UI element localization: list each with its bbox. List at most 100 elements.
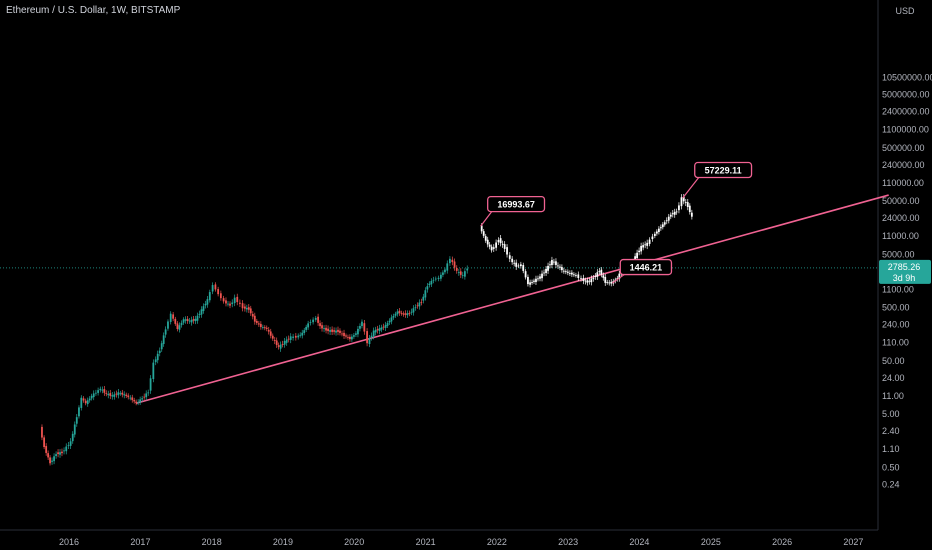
projection-candle	[511, 258, 514, 263]
projection-candle	[501, 243, 504, 245]
projection-candle	[506, 247, 508, 255]
historical-candle	[97, 390, 100, 393]
historical-candle	[410, 311, 413, 313]
historical-candle	[105, 393, 108, 395]
y-tick-label: 10500000.00	[882, 73, 932, 83]
projection-candle	[497, 239, 500, 243]
projection-candle	[590, 278, 593, 283]
historical-candle	[47, 453, 50, 458]
historical-candle	[41, 426, 43, 438]
projection-candle	[657, 228, 660, 233]
projection-candle	[616, 278, 619, 280]
historical-candle	[355, 333, 357, 335]
historical-candle	[147, 392, 150, 394]
historical-candle	[63, 450, 65, 452]
projection-candle	[582, 277, 585, 281]
projection-candle	[680, 197, 683, 207]
historical-candle	[236, 296, 239, 303]
y-tick-label: 24000.00	[882, 213, 920, 223]
historical-candle	[307, 323, 310, 328]
historical-candle	[239, 302, 241, 304]
historical-candle	[257, 323, 260, 325]
historical-candle	[194, 318, 197, 322]
historical-candle	[154, 359, 157, 363]
historical-candle	[345, 335, 347, 337]
historical-candle	[160, 343, 163, 350]
y-tick-label: 1.10	[882, 444, 900, 454]
historical-candle	[281, 344, 284, 345]
projection-candle	[522, 265, 525, 271]
y-tick-label: 11.00	[882, 391, 904, 401]
historical-candle	[289, 336, 292, 340]
projection-candle	[648, 239, 651, 244]
x-tick-label: 2016	[59, 537, 79, 547]
projection-candle	[600, 269, 603, 275]
y-tick-label: 110.00	[882, 338, 909, 348]
historical-candle	[418, 302, 421, 307]
historical-candle	[312, 319, 315, 323]
price-tag-value: 2785.26	[888, 262, 921, 272]
projection-candle	[545, 268, 547, 274]
y-tick-label: 5.00	[882, 409, 900, 419]
historical-candle	[61, 451, 63, 454]
x-tick-label: 2017	[130, 537, 150, 547]
historical-candle	[366, 331, 368, 344]
projection-candle	[684, 202, 687, 203]
trendline	[135, 194, 889, 404]
historical-candle	[57, 452, 59, 455]
historical-candle	[275, 340, 278, 345]
historical-candle	[426, 286, 429, 290]
y-tick-label: 11000.00	[882, 231, 919, 241]
projection-candle	[644, 244, 647, 246]
historical-candle	[420, 301, 423, 303]
historical-candle	[164, 329, 167, 335]
projection-candle	[547, 265, 549, 271]
historical-candle	[434, 278, 437, 280]
historical-candle	[80, 397, 83, 408]
historical-candle	[71, 433, 74, 442]
historical-candle	[113, 394, 116, 397]
historical-candle	[341, 333, 343, 335]
historical-candle	[269, 331, 272, 336]
historical-candle	[446, 263, 449, 271]
y-tick-label: 500000.00	[882, 143, 925, 153]
projection-candle	[539, 276, 541, 279]
projection-candle	[659, 227, 662, 229]
historical-candle	[451, 259, 454, 263]
historical-candle	[463, 271, 466, 277]
projection-candle	[562, 270, 565, 272]
historical-candle	[404, 313, 407, 315]
projection-candle	[568, 273, 571, 274]
historical-candle	[279, 344, 282, 349]
projection-candle	[508, 255, 511, 259]
x-tick-label: 2022	[487, 537, 507, 547]
historical-candle	[129, 397, 132, 399]
projection-candle	[584, 280, 587, 282]
historical-candle	[243, 306, 246, 309]
historical-candle	[285, 339, 288, 343]
historical-candle	[394, 313, 397, 316]
historical-candle	[101, 389, 104, 391]
projection-candle	[527, 276, 529, 285]
projection-candle	[618, 273, 621, 279]
projection-candle	[640, 245, 643, 252]
projection-candle	[495, 242, 498, 248]
historical-candle	[137, 402, 140, 403]
y-tick-label: 5000.00	[882, 249, 915, 259]
historical-candle	[392, 316, 395, 318]
historical-candle	[231, 302, 234, 305]
projection-candle	[682, 196, 685, 202]
projection-candle	[480, 225, 483, 232]
historical-candle	[49, 457, 51, 464]
historical-candle	[424, 290, 427, 298]
callout-box	[619, 258, 673, 276]
projection-candle	[549, 264, 551, 266]
historical-candle	[43, 437, 46, 448]
historical-candle	[162, 335, 165, 344]
historical-candle	[241, 303, 244, 309]
y-tick-label: 2.40	[882, 426, 900, 436]
historical-candle	[206, 299, 209, 305]
historical-candle	[378, 328, 381, 332]
y-tick-label: 1100000.00	[882, 125, 929, 135]
